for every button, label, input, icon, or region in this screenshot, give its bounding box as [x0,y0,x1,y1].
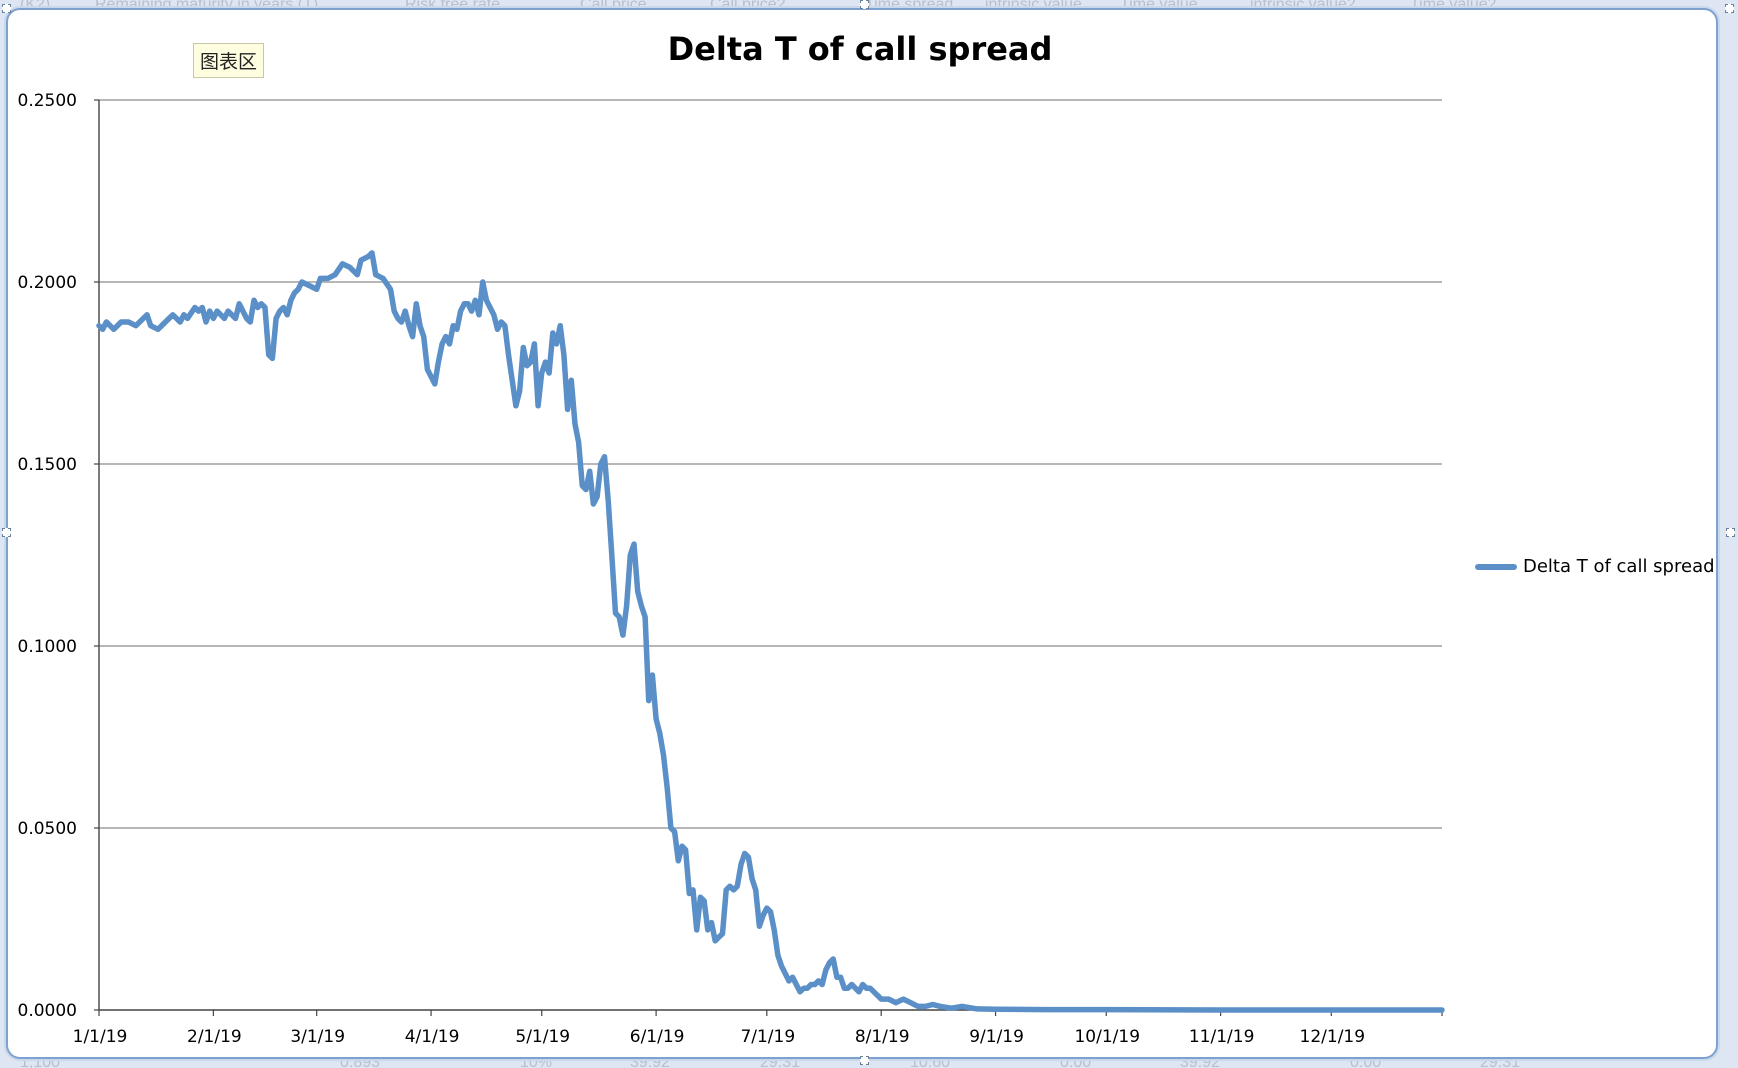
x-tick-label: 3/1/19 [290,1027,345,1047]
resize-handle-left[interactable] [2,528,11,537]
legend[interactable]: Delta T of call spread [1475,556,1715,577]
chart-title[interactable]: Delta T of call spread [667,30,1053,68]
x-tick-label: 7/1/19 [740,1027,795,1047]
x-tick-label: 4/1/19 [405,1027,460,1047]
legend-label: Delta T of call spread [1523,556,1715,577]
x-tick-label: 8/1/19 [855,1027,910,1047]
x-tick-label: 12/1/19 [1300,1027,1366,1047]
x-tick-label: 9/1/19 [969,1027,1024,1047]
chart-area[interactable] [6,8,1718,1059]
x-tick-label: 10/1/19 [1074,1027,1140,1047]
x-tick-label: 2/1/19 [187,1027,242,1047]
y-tick-label: 0.2000 [18,273,77,293]
y-tick-label: 0.2500 [18,91,77,111]
resize-handle-top[interactable] [860,0,869,9]
legend-swatch [1475,563,1517,570]
x-tick-label: 5/1/19 [515,1027,570,1047]
series-line[interactable] [96,250,1445,1013]
y-tick-label: 0.0500 [18,819,77,839]
chart-area-tooltip: 图表区 [193,43,265,78]
y-tick-label: 0.1000 [18,637,77,657]
resize-handle-top-right[interactable] [1725,4,1734,13]
resize-handle-bottom[interactable] [860,1056,869,1065]
x-tick-label: 1/1/19 [73,1027,128,1047]
x-tick-label: 6/1/19 [630,1027,685,1047]
resize-handle-right[interactable] [1726,528,1735,537]
x-tick-label: 11/1/19 [1189,1027,1255,1047]
resize-handle-top-left[interactable] [2,4,11,13]
y-tick-label: 0.0000 [18,1001,77,1021]
spreadsheet-footer-strip: 1,100 0.893 10% 39.92 29.31 10.60 0.00 39.92 0… [20,1056,1521,1068]
y-tick-label: 0.1500 [18,455,77,475]
